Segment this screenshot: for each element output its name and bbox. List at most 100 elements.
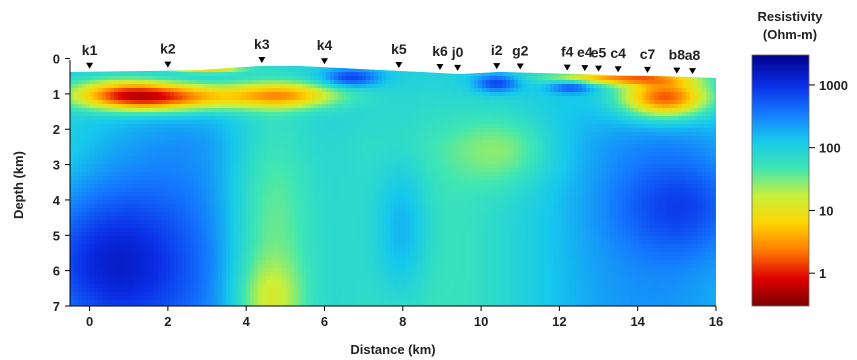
heatmap-cell bbox=[698, 68, 703, 73]
heatmap-cell bbox=[610, 84, 615, 89]
heatmap-cell bbox=[274, 104, 279, 109]
heatmap-cell bbox=[510, 180, 515, 185]
heatmap-cell bbox=[370, 144, 375, 149]
heatmap-cell bbox=[178, 172, 183, 177]
heatmap-cell bbox=[406, 168, 411, 173]
heatmap-cell bbox=[214, 72, 219, 77]
heatmap-cell bbox=[590, 148, 595, 153]
heatmap-cell bbox=[266, 112, 271, 117]
heatmap-cell bbox=[346, 180, 351, 185]
heatmap-cell bbox=[694, 164, 699, 169]
heatmap-cell bbox=[238, 104, 243, 109]
heatmap-cell bbox=[270, 112, 275, 117]
heatmap-cell bbox=[78, 84, 83, 89]
heatmap-cell bbox=[146, 160, 151, 165]
heatmap-cell bbox=[106, 104, 111, 109]
heatmap-cell bbox=[422, 128, 427, 133]
heatmap-cell bbox=[318, 112, 323, 117]
heatmap-cell bbox=[498, 152, 503, 157]
heatmap-cell bbox=[458, 124, 463, 129]
heatmap-cell bbox=[538, 176, 543, 181]
heatmap-cell bbox=[454, 92, 459, 97]
heatmap-cell bbox=[622, 88, 627, 93]
heatmap-cell bbox=[306, 76, 311, 81]
heatmap-cell bbox=[86, 96, 91, 101]
heatmap-cell bbox=[438, 128, 443, 133]
heatmap-cell bbox=[434, 132, 439, 137]
heatmap-cell bbox=[138, 72, 143, 77]
heatmap-cell bbox=[458, 172, 463, 177]
heatmap-cell bbox=[218, 176, 223, 181]
heatmap-cell bbox=[362, 180, 367, 185]
heatmap-cell bbox=[666, 84, 671, 89]
heatmap-cell bbox=[282, 156, 287, 161]
heatmap-cell bbox=[418, 140, 423, 145]
heatmap-cell bbox=[106, 116, 111, 121]
heatmap-cell bbox=[122, 88, 127, 93]
heatmap-cell bbox=[258, 172, 263, 177]
heatmap-cell bbox=[618, 144, 623, 149]
heatmap-cell bbox=[294, 108, 299, 113]
heatmap-cell bbox=[174, 60, 179, 65]
heatmap-cell bbox=[378, 96, 383, 101]
heatmap-cell bbox=[382, 76, 387, 81]
heatmap-cell bbox=[562, 76, 567, 81]
heatmap-cell bbox=[570, 104, 575, 109]
heatmap-cell bbox=[574, 66, 579, 69]
heatmap-cell bbox=[590, 140, 595, 145]
heatmap-cell bbox=[162, 148, 167, 153]
heatmap-cell bbox=[194, 112, 199, 117]
heatmap-cell bbox=[582, 76, 587, 81]
heatmap-cell bbox=[142, 96, 147, 101]
heatmap-cell bbox=[150, 66, 155, 69]
heatmap-cell bbox=[522, 72, 527, 77]
heatmap-cell bbox=[218, 76, 223, 81]
heatmap-cell bbox=[522, 160, 527, 165]
heatmap-cell bbox=[490, 66, 495, 69]
heatmap-cell bbox=[606, 164, 611, 169]
heatmap-cell bbox=[538, 96, 543, 101]
heatmap-cell bbox=[106, 66, 111, 69]
heatmap-cell bbox=[558, 168, 563, 173]
heatmap-cell bbox=[74, 104, 79, 109]
heatmap-cell bbox=[234, 180, 239, 185]
heatmap-cell bbox=[238, 96, 243, 101]
heatmap-cell bbox=[594, 168, 599, 173]
heatmap-cell bbox=[238, 172, 243, 177]
heatmap-cell bbox=[630, 100, 635, 105]
heatmap-cell bbox=[166, 128, 171, 133]
heatmap-cell bbox=[270, 66, 275, 69]
heatmap-cell bbox=[578, 104, 583, 109]
heatmap-cell bbox=[422, 140, 427, 145]
heatmap-cell bbox=[146, 104, 151, 109]
heatmap-cell bbox=[598, 164, 603, 169]
heatmap-cell bbox=[634, 168, 639, 173]
heatmap-cell bbox=[266, 80, 271, 85]
heatmap-cell bbox=[506, 100, 511, 105]
heatmap-cell bbox=[274, 148, 279, 153]
heatmap-cell bbox=[198, 148, 203, 153]
heatmap-cell bbox=[186, 128, 191, 133]
heatmap-cell bbox=[150, 132, 155, 137]
heatmap-cell bbox=[406, 60, 411, 65]
heatmap-cell bbox=[346, 124, 351, 129]
heatmap-cell bbox=[134, 168, 139, 173]
heatmap-cell bbox=[638, 148, 643, 153]
heatmap-cell bbox=[338, 140, 343, 145]
heatmap-cell bbox=[346, 88, 351, 93]
heatmap-cell bbox=[174, 128, 179, 133]
heatmap-cell bbox=[462, 84, 467, 89]
heatmap-cell bbox=[206, 60, 211, 65]
heatmap-cell bbox=[426, 176, 431, 181]
heatmap-cell bbox=[662, 104, 667, 109]
heatmap-cell bbox=[510, 128, 515, 133]
heatmap-cell bbox=[314, 156, 319, 161]
heatmap-cell bbox=[394, 128, 399, 133]
heatmap-cell bbox=[646, 120, 651, 125]
heatmap-cell bbox=[310, 160, 315, 165]
heatmap-cell bbox=[318, 136, 323, 141]
heatmap-cell bbox=[134, 80, 139, 85]
heatmap-cell bbox=[494, 72, 499, 77]
heatmap-cell bbox=[638, 76, 643, 81]
heatmap-cell bbox=[570, 140, 575, 145]
